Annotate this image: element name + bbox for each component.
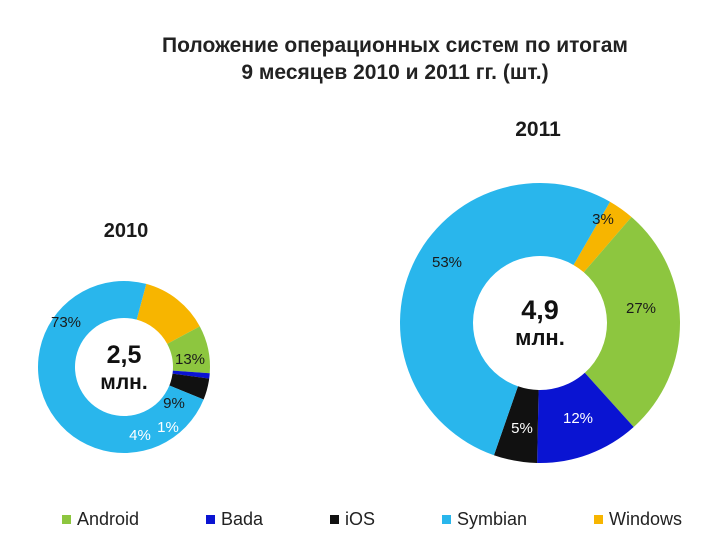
legend-swatch-ios — [330, 514, 339, 524]
legend-label-windows: Windows — [608, 508, 682, 529]
legend-label-ios: iOS — [345, 508, 376, 529]
legend-label-symbian: Symbian — [456, 508, 527, 529]
center-unit-2010: млн. — [100, 371, 147, 394]
center-value-2011: 4,9 — [521, 295, 559, 325]
legend-swatch-android — [62, 514, 71, 524]
slice-label-symbian-2010: 73% — [51, 314, 81, 331]
year-label-2010: 2010 — [104, 220, 149, 242]
slice-label-bada-2011: 12% — [563, 410, 593, 427]
legend-item-bada: Bada — [206, 509, 263, 530]
slice-bada-2010 — [172, 370, 210, 379]
slice-windows-2011 — [573, 201, 632, 273]
slice-label-android-2010: 9% — [163, 395, 185, 412]
slice-label-ios-2010: 4% — [129, 427, 151, 444]
center-unit-2011: млн. — [515, 325, 565, 350]
slice-label-windows-2011: 3% — [592, 211, 614, 228]
slice-label-android-2011: 27% — [626, 300, 656, 317]
legend-swatch-symbian — [441, 514, 451, 524]
legend-item-windows: Windows — [593, 508, 682, 530]
chart-title: Положение операционных систем по итогам … — [0, 32, 720, 86]
slice-bada-2011 — [537, 372, 634, 464]
legend-item-android: Android — [62, 509, 139, 530]
slice-label-bada-2010: 1% — [157, 419, 179, 436]
chart-title-line-1: Положение операционных систем по итогам — [162, 34, 628, 57]
chart-legend: Android Bada iOS Symbian Windows — [62, 507, 682, 531]
legend-item-ios: iOS — [330, 509, 375, 530]
legend-swatch-bada — [206, 514, 215, 524]
legend-label-bada: Bada — [221, 508, 264, 529]
chart-title-line-2: 9 месяцев 2010 и 2011 гг. (шт.) — [241, 61, 549, 84]
slice-ios-2010 — [169, 373, 210, 400]
slice-label-windows-2010: 13% — [175, 351, 205, 368]
legend-item-symbian: Symbian — [441, 508, 527, 530]
center-value-2010: 2,5 — [107, 341, 142, 369]
slice-android-2010 — [167, 326, 210, 374]
year-label-2011: 2011 — [515, 118, 561, 141]
slice-label-symbian-2011: 53% — [432, 254, 462, 271]
slice-windows-2010 — [136, 283, 200, 344]
slice-symbian-2011 — [400, 183, 610, 456]
legend-swatch-windows — [593, 514, 603, 524]
slice-symbian-2010 — [38, 281, 204, 453]
slice-ios-2011 — [493, 386, 539, 463]
slice-label-ios-2011: 5% — [511, 420, 533, 437]
slice-android-2011 — [583, 217, 680, 428]
legend-label-android: Android — [77, 508, 140, 529]
